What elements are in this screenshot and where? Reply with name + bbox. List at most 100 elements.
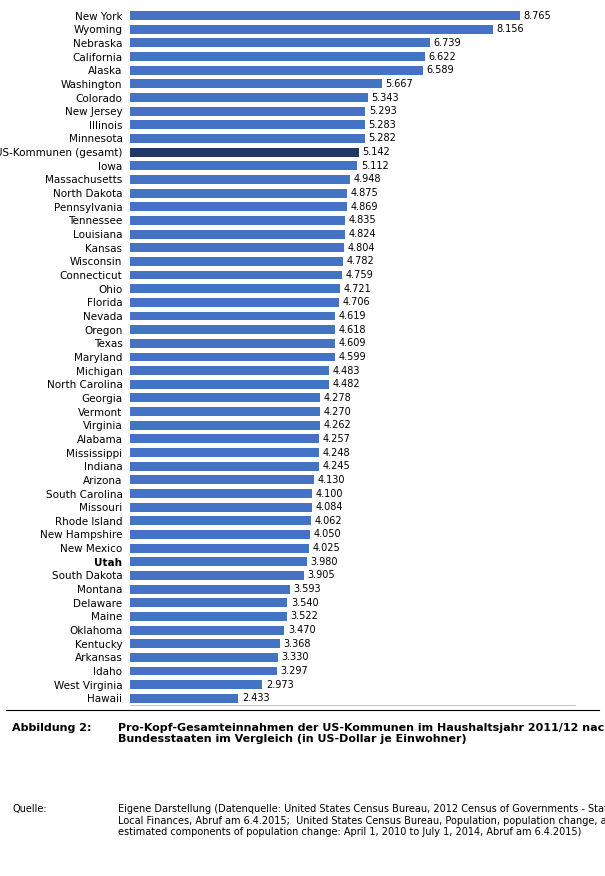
Text: 4.257: 4.257 [323,434,351,444]
Bar [130,107,365,116]
Bar [130,516,311,526]
Bar [130,352,335,362]
Text: 4.482: 4.482 [333,379,361,389]
Bar [130,257,342,265]
Bar [130,202,347,211]
Text: 8.156: 8.156 [496,25,524,34]
Bar [130,11,520,20]
Text: 3.905: 3.905 [307,570,335,581]
Text: 4.875: 4.875 [350,188,378,198]
Bar [130,271,342,279]
Bar [130,325,335,334]
Bar [130,230,345,238]
Text: 4.599: 4.599 [338,352,366,362]
Text: 6.739: 6.739 [433,38,461,48]
Bar [130,489,312,498]
Bar [130,175,350,184]
Text: Pro-Kopf-Gesamteinnahmen der US-Kommunen im Haushaltsjahr 2011/12 nach
Bundessta: Pro-Kopf-Gesamteinnahmen der US-Kommunen… [118,723,605,745]
Bar [130,134,365,143]
Bar [130,339,335,348]
Text: Abbildung 2:: Abbildung 2: [12,723,91,732]
Text: Eigene Darstellung (Datenquelle: United States Census Bureau, 2012 Census of Gov: Eigene Darstellung (Datenquelle: United … [118,804,605,837]
Bar [130,380,329,389]
Bar [130,393,320,402]
Text: 4.948: 4.948 [354,174,381,185]
Text: 3.470: 3.470 [288,625,316,635]
Text: 4.824: 4.824 [348,229,376,239]
Bar [130,625,284,634]
Text: 5.667: 5.667 [385,79,413,88]
Text: 3.980: 3.980 [310,557,338,567]
Bar [130,462,319,470]
Bar [130,52,425,61]
Text: 4.483: 4.483 [333,365,361,376]
Bar [130,366,330,375]
Bar [130,244,344,252]
Text: 5.283: 5.283 [368,120,396,130]
Text: 5.142: 5.142 [362,147,390,157]
Bar [130,434,319,443]
Text: 4.782: 4.782 [346,257,374,266]
Bar [130,407,320,416]
Text: 3.540: 3.540 [291,597,319,608]
Text: 4.050: 4.050 [314,529,341,540]
Text: 4.619: 4.619 [339,311,367,321]
Text: 4.248: 4.248 [322,448,350,457]
Text: 4.245: 4.245 [322,461,350,471]
Text: 4.706: 4.706 [343,297,370,307]
Text: 4.804: 4.804 [347,243,374,253]
Bar [130,598,287,607]
Bar [130,66,423,74]
Text: 4.278: 4.278 [324,393,352,403]
Text: 3.368: 3.368 [283,639,311,649]
Bar [130,571,304,580]
Text: 6.622: 6.622 [428,52,456,61]
Bar [130,148,359,157]
Bar [130,530,310,539]
Text: 2.973: 2.973 [266,680,293,689]
Bar [130,694,238,703]
Bar [130,93,368,102]
Bar [130,420,319,430]
Bar [130,120,365,130]
Text: 2.433: 2.433 [242,693,269,703]
Text: 4.721: 4.721 [344,284,371,293]
Bar [130,667,276,675]
Bar [130,653,278,662]
Bar [130,80,382,88]
Text: 3.593: 3.593 [293,584,321,594]
Bar [130,681,263,689]
Text: 4.759: 4.759 [345,270,373,280]
Text: 4.025: 4.025 [313,543,341,553]
Bar [130,476,314,484]
Text: 8.765: 8.765 [523,11,551,21]
Text: 6.589: 6.589 [427,65,454,75]
Text: 4.835: 4.835 [348,215,376,225]
Bar [130,503,312,512]
Bar [130,584,290,594]
Text: 4.130: 4.130 [317,475,345,485]
Text: 4.100: 4.100 [316,489,344,498]
Text: Quelle:: Quelle: [12,804,47,814]
Text: 3.297: 3.297 [280,666,308,676]
Text: 4.609: 4.609 [339,338,366,349]
Bar [130,216,345,225]
Text: 4.062: 4.062 [314,516,342,526]
Bar [130,161,358,170]
Text: 5.293: 5.293 [369,106,397,117]
Bar [130,284,340,293]
Text: 4.262: 4.262 [323,420,351,430]
Bar [130,25,492,33]
Bar [130,612,287,621]
Text: 4.869: 4.869 [350,201,378,212]
Bar [130,449,319,457]
Text: 5.112: 5.112 [361,161,388,171]
Text: 3.330: 3.330 [282,653,309,662]
Text: 3.522: 3.522 [290,611,318,621]
Bar [130,312,335,321]
Text: 4.270: 4.270 [324,406,352,417]
Bar [130,557,307,566]
Bar [130,188,347,198]
Text: 5.343: 5.343 [371,93,399,102]
Bar [130,639,280,648]
